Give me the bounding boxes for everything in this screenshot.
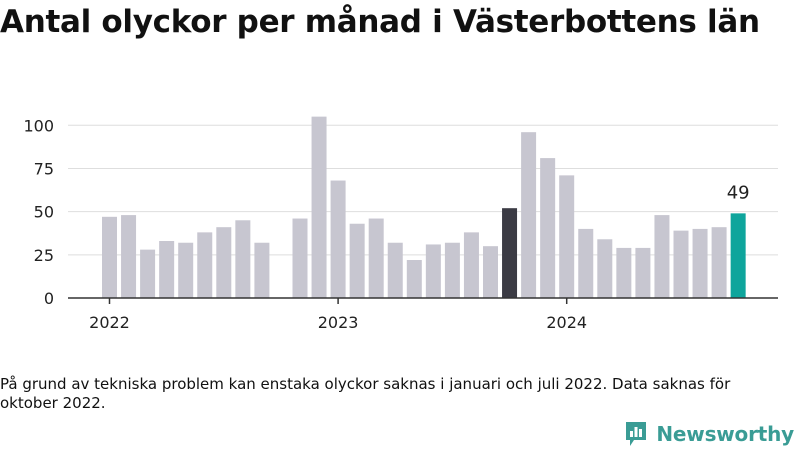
x-tick-label: 2024 <box>546 313 587 332</box>
bar-chart-badge-icon <box>626 422 647 446</box>
bar-2023-04 <box>387 242 403 298</box>
bar-2023-06 <box>425 244 441 298</box>
bar-2022-07 <box>216 227 232 298</box>
y-axis-ticks: 0 25 50 75 100 <box>23 116 54 308</box>
brand-logo: Newsworthy <box>624 420 794 448</box>
y-tick-label: 75 <box>34 159 54 178</box>
bar-2022-09 <box>254 242 270 298</box>
bar-2024-07 <box>673 230 689 298</box>
bar-2022-08 <box>235 220 251 298</box>
bar-2022-12 <box>311 116 327 299</box>
bar-2023-02 <box>349 223 365 298</box>
bar-2024-03 <box>597 239 613 298</box>
bar-2024-02 <box>578 228 594 298</box>
bar-2024-08 <box>692 228 708 298</box>
bar-2023-05 <box>406 260 422 298</box>
x-axis-ticks: 2022 2023 2024 <box>89 298 587 332</box>
bar-2023-01 <box>330 180 346 298</box>
bar-2023-08 <box>463 232 479 298</box>
bar-2024-09 <box>711 227 727 298</box>
gridlines <box>68 124 778 256</box>
bar-2024-01 <box>559 175 575 298</box>
bar-2022-02 <box>121 215 137 298</box>
bar-2023-09 <box>483 246 498 298</box>
y-tick-label: 25 <box>34 246 54 265</box>
chart-title: Antal olyckor per månad i Västerbottens … <box>0 4 760 40</box>
footnote: På grund av tekniska problem kan enstaka… <box>0 375 731 412</box>
bar-2024-05 <box>635 247 651 298</box>
bar-2022-01 <box>102 216 117 298</box>
bar-2022-05 <box>178 242 194 298</box>
bar-labels: 49 <box>727 182 750 203</box>
bar-2024-04 <box>616 247 632 298</box>
bar-2022-11 <box>292 218 308 298</box>
bar-2023-12 <box>540 158 556 298</box>
bar-2023-07 <box>444 242 460 298</box>
bar-chart: 0 25 50 75 100 2022 2023 2024 49 <box>23 116 778 332</box>
y-tick-label: 0 <box>44 289 54 308</box>
bar-2023-11 <box>521 132 537 298</box>
x-tick-label: 2023 <box>318 313 359 332</box>
bar-2023-10 <box>502 208 518 298</box>
bar-2024-10 <box>730 213 746 298</box>
y-tick-label: 100 <box>23 116 54 135</box>
bars <box>102 116 746 299</box>
x-tick-label: 2022 <box>89 313 130 332</box>
bar-2024-06 <box>654 215 670 298</box>
y-tick-label: 50 <box>34 203 54 222</box>
bar-2022-04 <box>159 241 175 298</box>
bar-2022-06 <box>197 232 213 298</box>
brand-name: Newsworthy <box>656 422 794 446</box>
bar-2022-03 <box>140 249 156 298</box>
bar-value-label: 49 <box>727 182 750 203</box>
bar-2023-03 <box>368 218 384 298</box>
